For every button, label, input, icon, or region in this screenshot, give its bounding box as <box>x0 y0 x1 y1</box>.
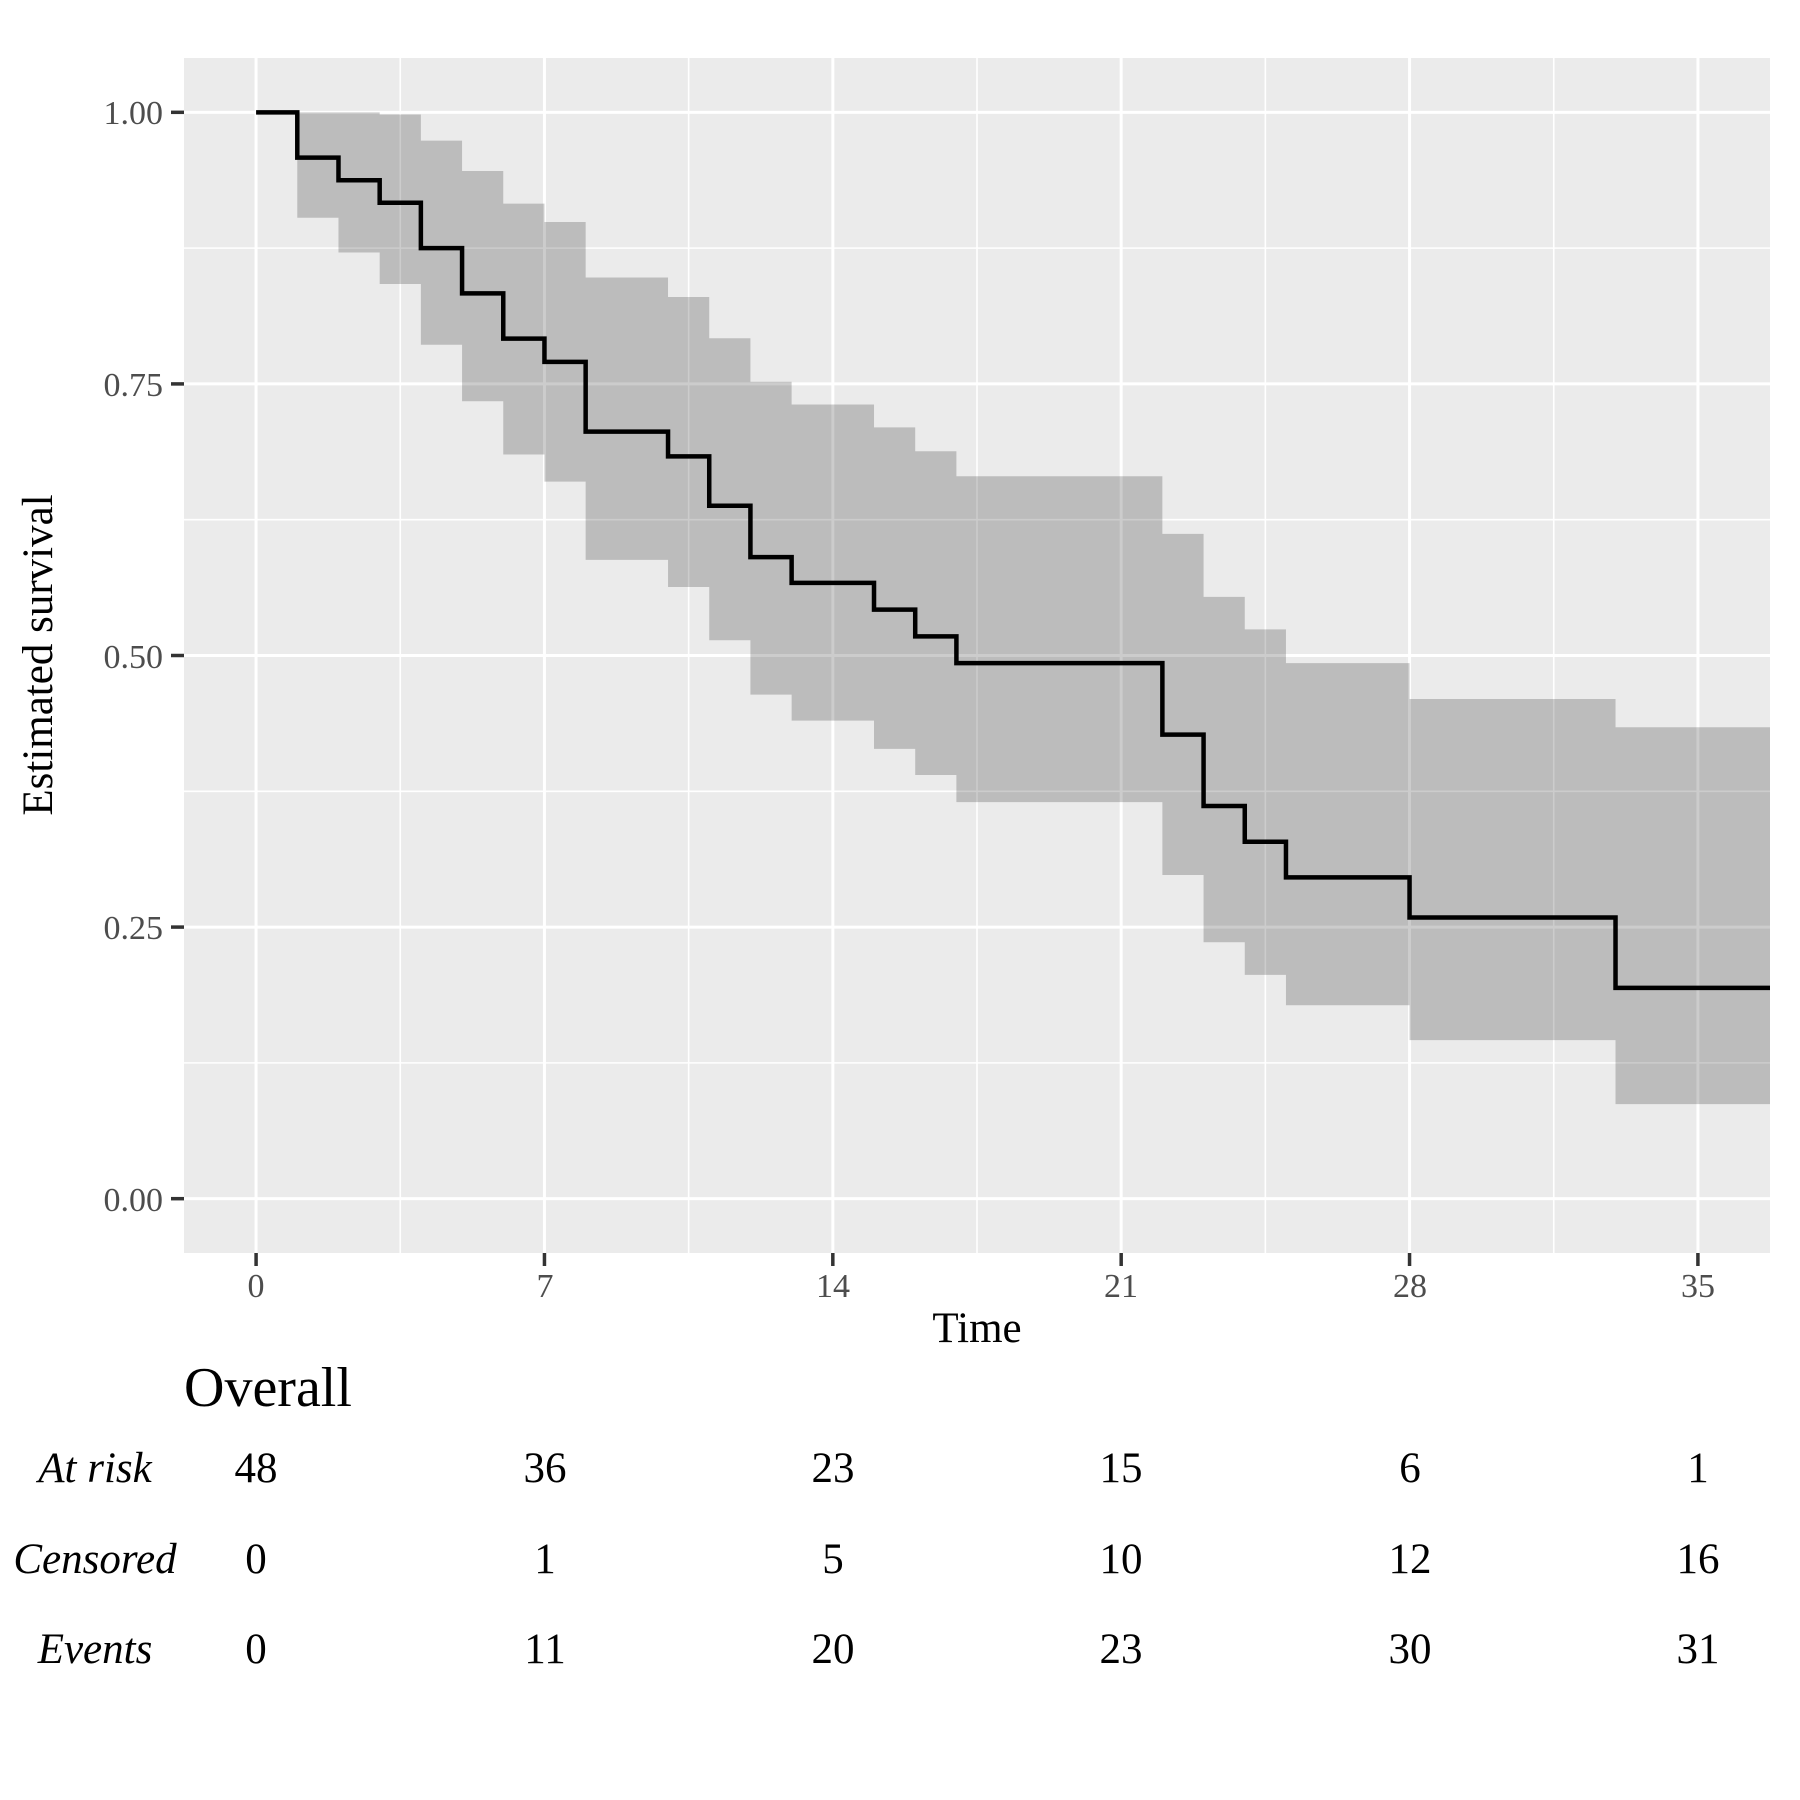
risk-table-value: 0 <box>245 1626 267 1673</box>
risk-table-value: 16 <box>1677 1536 1720 1583</box>
risk-table-value: 31 <box>1677 1626 1720 1673</box>
risk-table-value: 15 <box>1100 1445 1143 1492</box>
confidence-ribbon <box>297 112 1771 1105</box>
risk-table-value: 6 <box>1399 1445 1421 1492</box>
y-tick-label: 1.00 <box>104 95 164 132</box>
x-tick-label: 7 <box>537 1268 554 1305</box>
risk-table-value: 20 <box>812 1626 855 1673</box>
x-tick-label: 35 <box>1681 1268 1715 1305</box>
risk-table-value: 36 <box>524 1445 567 1492</box>
y-tick-label: 0.25 <box>104 910 164 947</box>
y-tick-label: 0.00 <box>104 1182 164 1219</box>
risk-table-value: 1 <box>534 1536 556 1583</box>
risk-table-row-label: Censored <box>13 1536 177 1583</box>
risk-table-value: 5 <box>822 1536 844 1583</box>
x-tick-label: 28 <box>1393 1268 1427 1305</box>
plot-layers <box>171 58 1771 1266</box>
y-tick-label: 0.50 <box>104 639 164 676</box>
y-tick-label: 0.75 <box>104 367 164 404</box>
x-tick-label: 21 <box>1104 1268 1138 1305</box>
x-tick-label: 14 <box>816 1268 850 1305</box>
y-axis-title: Estimated survival <box>15 494 62 815</box>
risk-table-row-label: At risk <box>35 1445 152 1492</box>
risk-table-row-label: Events <box>37 1626 153 1673</box>
risk-table-value: 10 <box>1100 1536 1143 1583</box>
risk-table-value: 12 <box>1389 1536 1432 1583</box>
risk-table-value: 11 <box>524 1626 565 1673</box>
risk-table-value: 30 <box>1389 1626 1432 1673</box>
risk-table-value: 0 <box>245 1536 267 1583</box>
risk-table-value: 23 <box>1100 1626 1143 1673</box>
risk-table-group-label: Overall <box>184 1357 352 1419</box>
survival-curve <box>256 110 1770 991</box>
x-tick-label: 0 <box>248 1268 265 1305</box>
x-axis-title: Time <box>932 1305 1021 1352</box>
risk-table-value: 48 <box>235 1445 278 1492</box>
risk-table-value: 1 <box>1687 1445 1709 1492</box>
risk-table-value: 23 <box>812 1445 855 1492</box>
